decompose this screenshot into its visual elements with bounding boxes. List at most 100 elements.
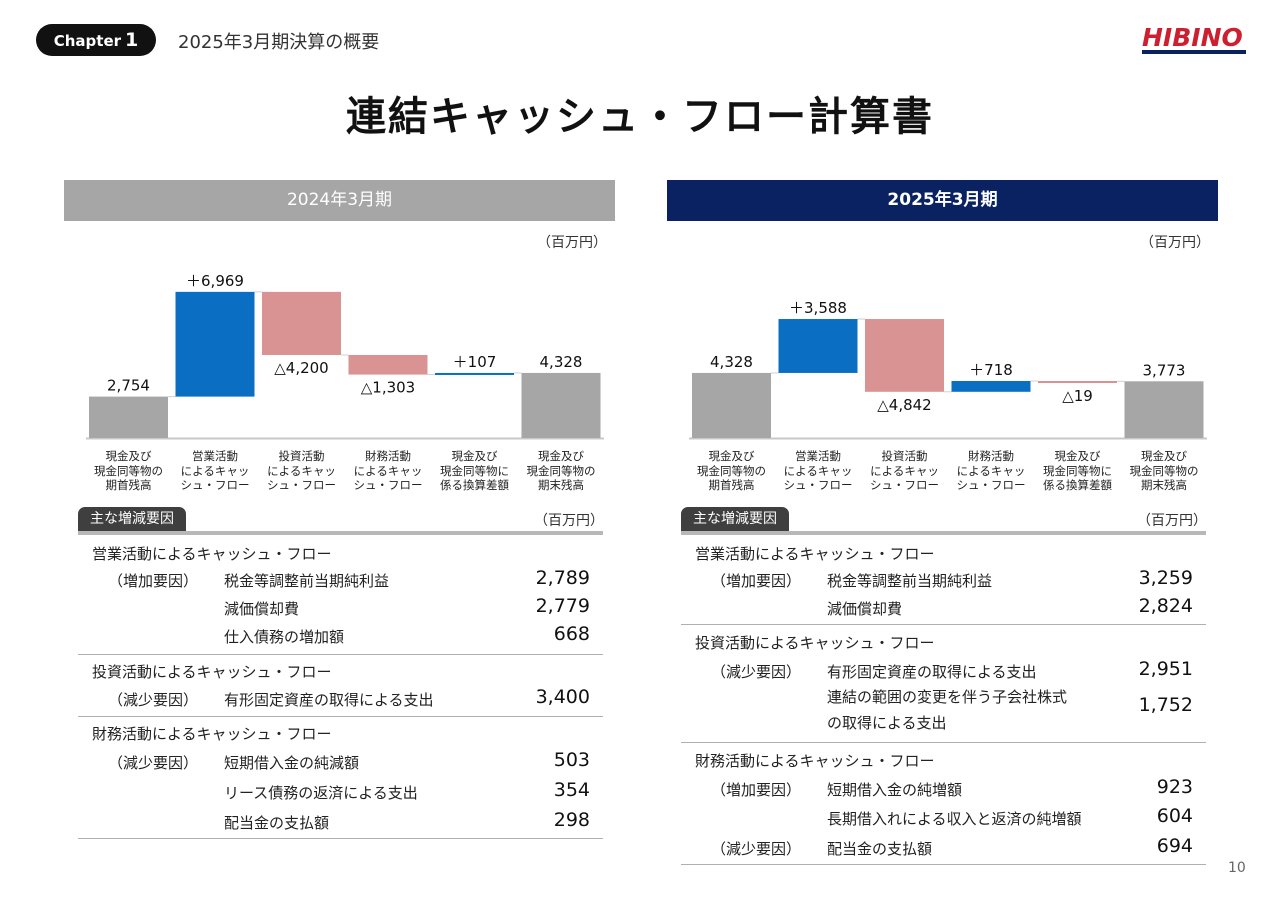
waterfall-bar — [865, 319, 944, 392]
factor-divider — [78, 838, 603, 839]
period-header-2025: 2025年3月期 — [667, 180, 1218, 221]
factor-section-title: 営業活動によるキャッシュ・フロー — [695, 545, 935, 563]
factor-value: 2,789 — [535, 567, 590, 589]
factor-value: 503 — [553, 749, 590, 771]
data-label: 4,328 — [540, 353, 583, 371]
factors-tag: 主な増減要因 — [78, 507, 186, 531]
category-label: 財務活動 によるキャッ シュ・フロー — [956, 449, 1026, 492]
factor-value: 694 — [1156, 835, 1193, 857]
category-label: 現金及び 現金同等物に 係る換算差額 — [1043, 449, 1112, 492]
page-title: 連結キャッシュ・フロー計算書 — [346, 94, 934, 140]
chart-unit-2025: （百万円） — [1140, 235, 1210, 251]
waterfall-chart-2024: 2,754 ＋6,969 △4,200 △1,303 ＋107 4,328 — [86, 272, 604, 440]
data-label: ＋3,588 — [789, 299, 847, 317]
factor-value: 668 — [553, 623, 590, 645]
factor-label: 減価償却費 — [827, 600, 903, 618]
factor-label: 配当金の支払額 — [827, 840, 933, 858]
chart-unit-2024: （百万円） — [537, 235, 607, 251]
factor-kind: （減少要因） — [108, 754, 199, 772]
factor-value: 2,824 — [1138, 595, 1193, 617]
category-label: 営業活動 によるキャッ シュ・フロー — [180, 449, 250, 492]
period-header-2024: 2024年3月期 — [64, 180, 615, 221]
factor-value: 354 — [553, 779, 590, 801]
category-label: 現金及び 現金同等物に 係る換算差額 — [440, 449, 509, 492]
factor-divider — [681, 742, 1206, 743]
category-label: 財務活動 によるキャッ シュ・フロー — [353, 449, 423, 492]
factor-kind: （減少要因） — [108, 691, 199, 709]
factor-divider — [681, 624, 1206, 625]
factor-label: 減価償却費 — [224, 600, 300, 618]
waterfall-bar — [692, 372, 771, 438]
factor-kind: （増加要因） — [711, 572, 802, 590]
chapter-word: Chapter — [53, 32, 122, 50]
category-label: 投資活動 によるキャッ シュ・フロー — [870, 449, 939, 492]
factors-unit: （百万円） — [1137, 513, 1207, 529]
factor-label: 長期借入れによる収入と返済の純増額 — [827, 810, 1082, 828]
factor-label: 有形固定資産の取得による支出 — [224, 691, 434, 709]
factor-value: 298 — [553, 809, 590, 831]
data-label: ＋6,969 — [186, 272, 244, 290]
waterfall-bar — [778, 319, 858, 373]
factor-section-title: 財務活動によるキャッシュ・フロー — [695, 752, 935, 770]
factor-section-title: 投資活動によるキャッシュ・フロー — [92, 663, 332, 681]
waterfall-bar — [521, 372, 601, 438]
data-label: 2,754 — [107, 377, 150, 395]
factor-value: 3,400 — [535, 686, 590, 708]
factor-kind: （増加要因） — [711, 781, 802, 799]
chapter-badge: Chapter 1 — [36, 24, 156, 56]
factor-value: 2,779 — [535, 595, 590, 617]
page-number: 10 — [1228, 860, 1246, 876]
waterfall-bar — [262, 291, 341, 355]
data-label: ＋107 — [453, 353, 497, 371]
factors-rule — [78, 531, 603, 535]
factor-value: 3,259 — [1138, 567, 1193, 589]
factor-label: 配当金の支払額 — [224, 814, 330, 832]
factor-divider — [78, 654, 603, 655]
data-label: 4,328 — [710, 353, 753, 371]
waterfall-bar — [951, 381, 1031, 392]
hibino-logo: HIBINO — [1142, 23, 1246, 54]
factor-label: 短期借入金の純減額 — [224, 754, 360, 772]
factor-divider — [681, 864, 1206, 865]
category-label: 現金及び 現金同等物の 期末残高 — [526, 449, 596, 492]
svg-text:HIBINO: HIBINO — [1142, 23, 1243, 52]
factor-kind: （減少要因） — [711, 663, 802, 681]
factor-value: 2,951 — [1138, 658, 1193, 680]
factor-section-title: 営業活動によるキャッシュ・フロー — [92, 545, 332, 563]
factor-kind: （減少要因） — [711, 840, 802, 858]
factor-label: リース債務の返済による支出 — [224, 784, 418, 802]
section-title: 2025年3月期決算の概要 — [178, 32, 380, 53]
waterfall-bar — [348, 354, 428, 375]
waterfall-bar — [89, 396, 168, 438]
category-label: 投資活動 によるキャッ シュ・フロー — [267, 449, 336, 492]
category-label: 現金及び 現金同等物の 期末残高 — [1129, 449, 1199, 492]
data-label: △1,303 — [361, 379, 415, 397]
chapter-number: 1 — [125, 29, 139, 51]
data-label: △19 — [1062, 387, 1093, 405]
data-label: ＋718 — [969, 361, 1013, 379]
factor-label: 連結の範囲の変更を伴う子会社株式 の取得による支出 — [827, 688, 1068, 732]
data-label: 3,773 — [1143, 361, 1186, 379]
category-label: 現金及び 現金同等物の 期首残高 — [94, 449, 163, 492]
factor-value: 1,752 — [1138, 694, 1193, 716]
factor-label: 短期借入金の純増額 — [827, 781, 963, 799]
factor-kind: （増加要因） — [108, 572, 199, 590]
waterfall-chart-2025: 4,328 ＋3,588 △4,842 ＋718 △19 3,773 — [689, 299, 1207, 440]
factors-unit: （百万円） — [534, 513, 604, 529]
data-label: △4,200 — [274, 359, 328, 377]
factor-label: 税金等調整前当期純利益 — [224, 572, 390, 590]
waterfall-bar — [1038, 381, 1117, 384]
factors-tag: 主な増減要因 — [681, 507, 789, 531]
factor-label: 仕入債務の増加額 — [224, 628, 345, 646]
factor-section-title: 財務活動によるキャッシュ・フロー — [92, 725, 332, 743]
factor-label: 税金等調整前当期純利益 — [827, 572, 993, 590]
waterfall-bar — [435, 372, 514, 375]
category-label: 現金及び 現金同等物の 期首残高 — [697, 449, 766, 492]
factor-value: 923 — [1156, 776, 1193, 798]
factor-label: 有形固定資産の取得による支出 — [827, 663, 1037, 681]
waterfall-bar — [1124, 381, 1204, 438]
waterfall-bar — [175, 291, 255, 397]
category-label: 営業活動 によるキャッ シュ・フロー — [783, 449, 853, 492]
factor-value: 604 — [1156, 805, 1193, 827]
data-label: △4,842 — [877, 396, 931, 414]
